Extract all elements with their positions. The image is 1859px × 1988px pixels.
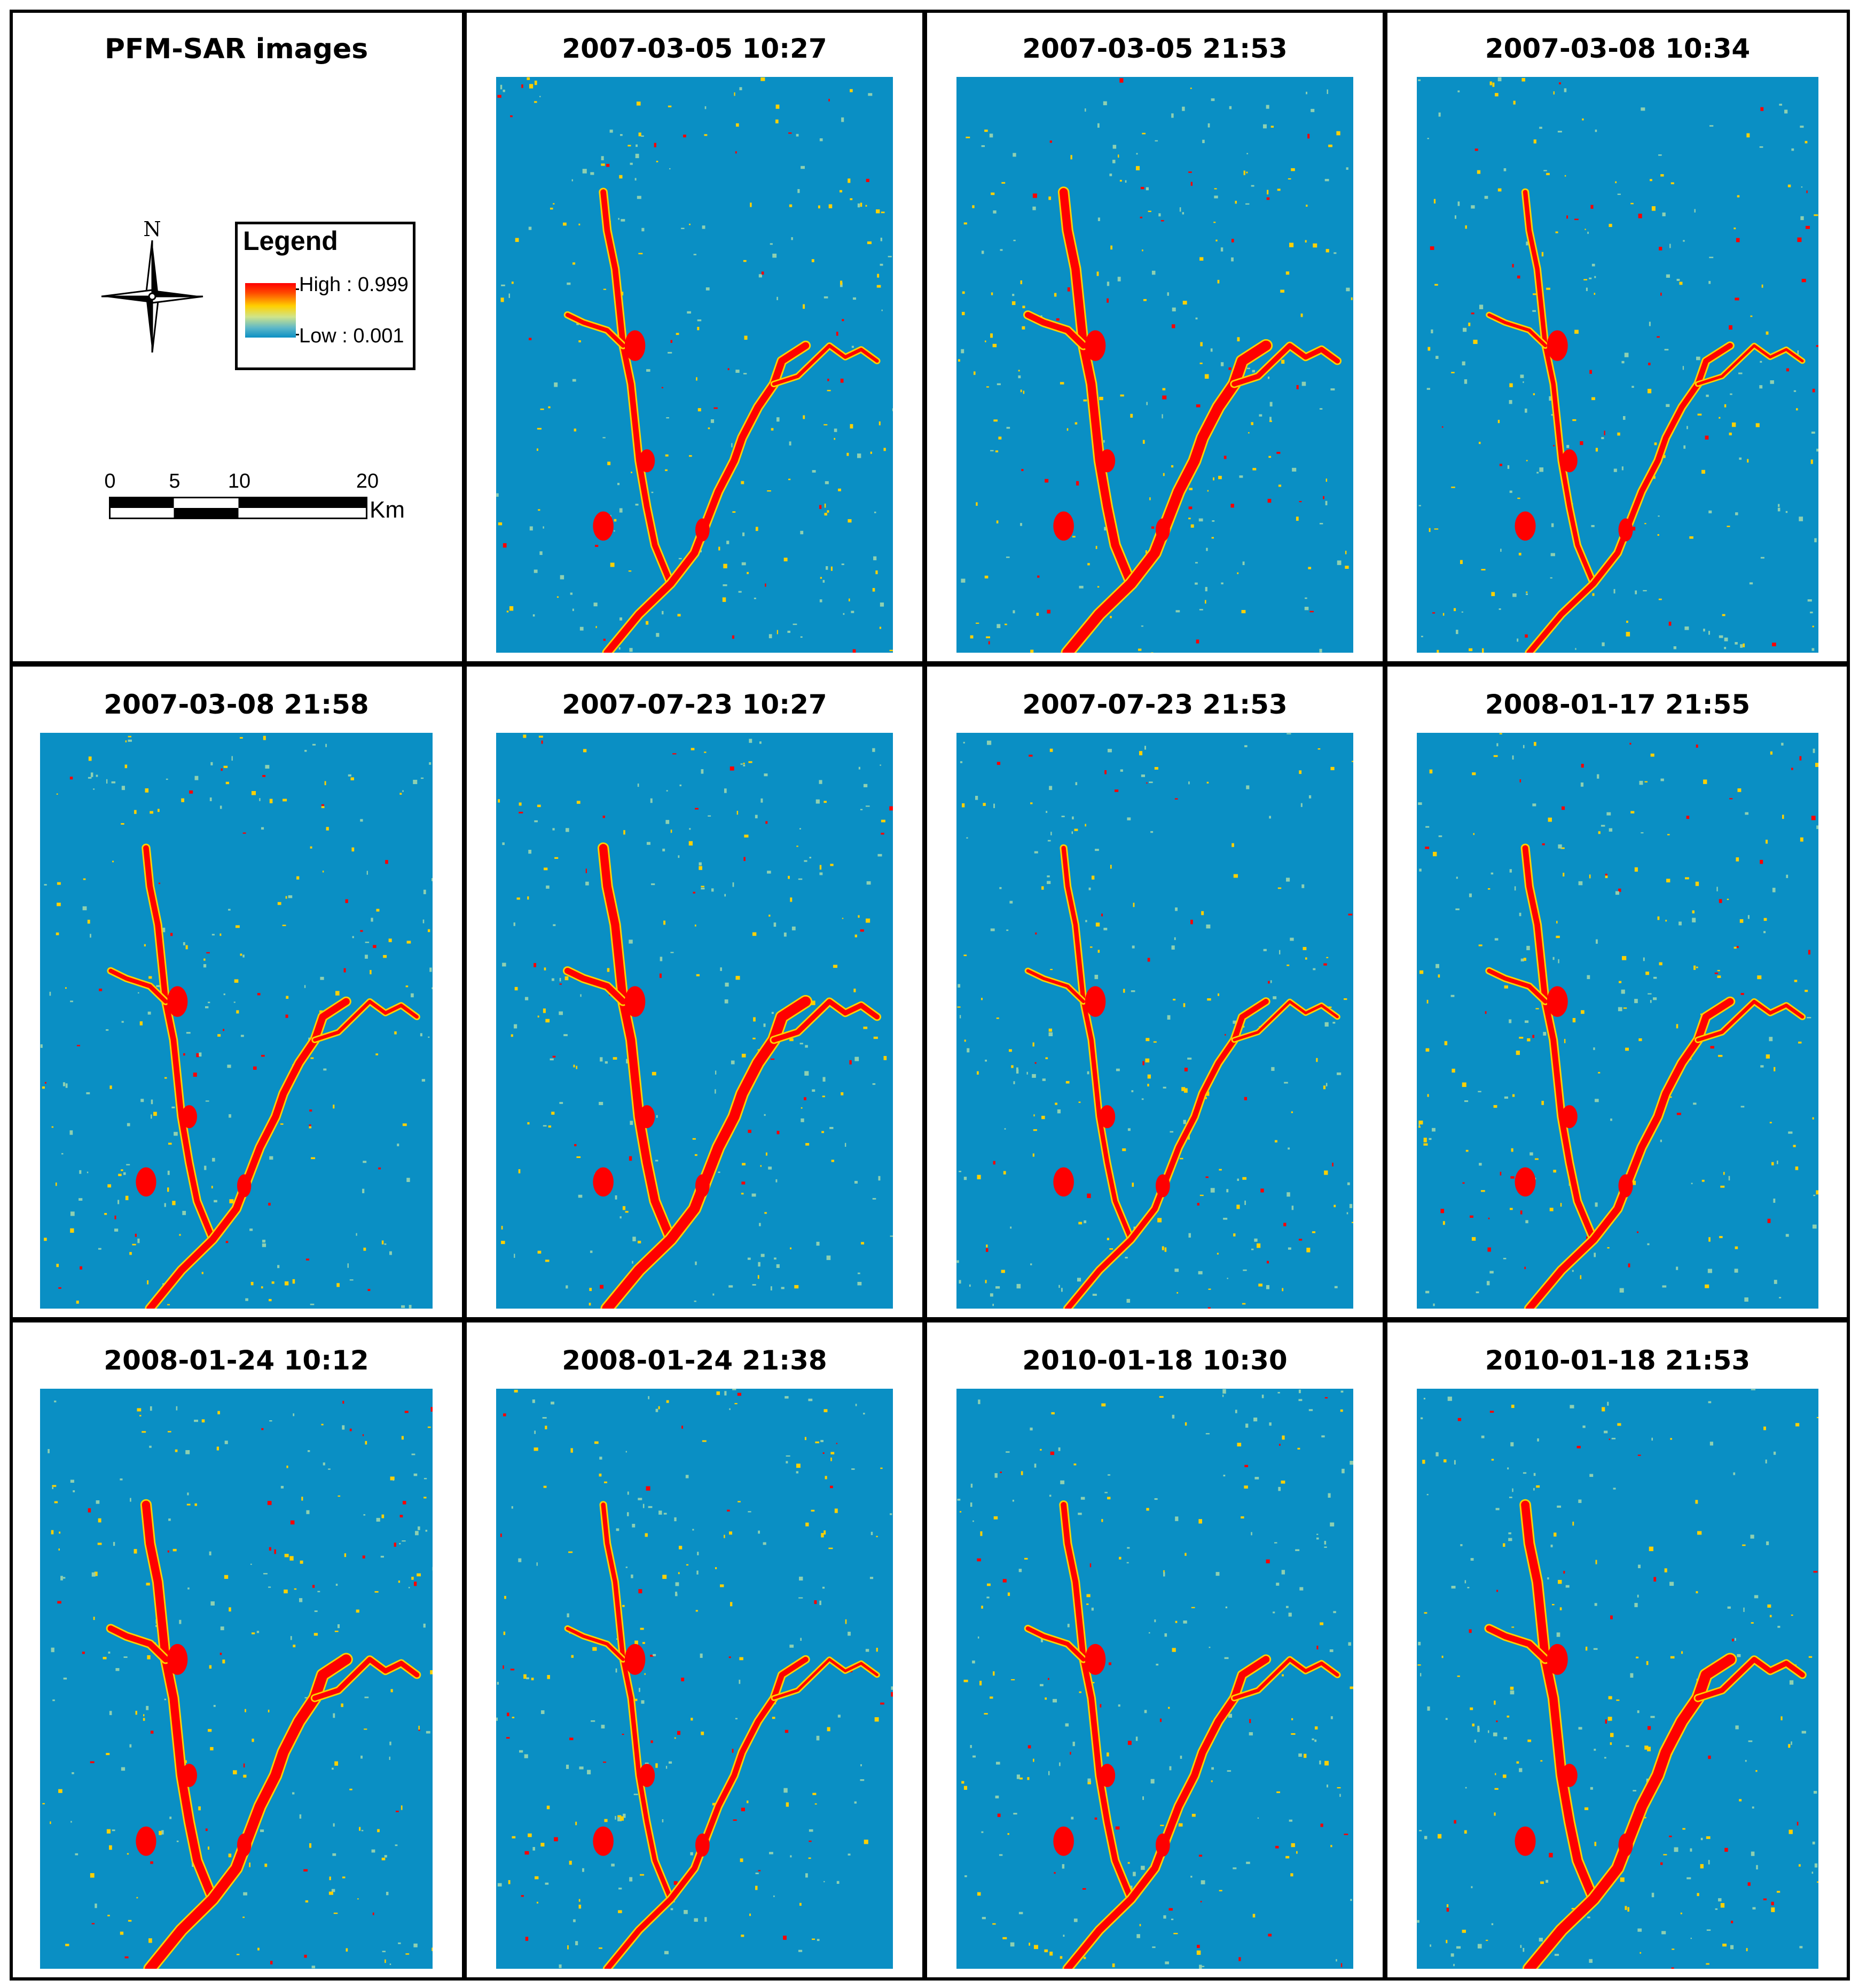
scale-tick-20: 20 (356, 470, 379, 492)
legend-box: Legend High : 0.999 Low : 0.001 (235, 222, 415, 370)
scale-bar-segments (109, 497, 367, 519)
scale-tick-0: 0 (104, 470, 116, 492)
north-label: N (143, 219, 161, 241)
map-panel-title: 2007-03-08 21:58 (104, 689, 369, 720)
map-panel: 2008-01-24 10:12 (11, 1322, 462, 1977)
map-image (956, 77, 1353, 653)
grid-row-divider-1 (10, 661, 1850, 667)
grid-border-bottom (10, 1977, 1850, 1981)
map-image (40, 733, 433, 1309)
legend-panel: PFM-SAR images N Legend High : 0 (11, 11, 462, 662)
legend-tick-low (296, 334, 299, 335)
grid-border-left (10, 10, 13, 1981)
map-image (496, 1389, 893, 1969)
map-panel-title: 2007-03-05 10:27 (562, 33, 827, 64)
map-panel: 2007-03-08 21:58 (11, 667, 462, 1317)
grid-border-top (10, 10, 1850, 13)
grid-col-divider-1 (462, 10, 467, 1981)
map-image (1417, 1389, 1818, 1969)
map-panel: 2007-03-05 21:53 (927, 11, 1383, 661)
north-arrow-icon: N (101, 219, 203, 353)
map-image (1417, 77, 1818, 653)
map-panel-title: 2010-01-18 10:30 (1022, 1345, 1288, 1376)
legend-tick-high (296, 288, 299, 290)
scale-unit: Km (370, 497, 405, 523)
map-panel-title: 2007-07-23 21:53 (1022, 689, 1288, 720)
map-image (496, 77, 893, 653)
map-panel: 2010-01-18 10:30 (927, 1322, 1383, 1977)
grid-col-divider-2 (922, 10, 927, 1981)
scale-tick-5: 5 (169, 470, 181, 492)
map-image (956, 1389, 1353, 1969)
legend-title: Legend (243, 226, 338, 256)
grid-col-divider-3 (1383, 10, 1387, 1981)
map-panel-title: 2007-03-05 21:53 (1022, 33, 1288, 64)
legend-color-ramp (245, 283, 296, 338)
map-image (496, 733, 893, 1309)
map-panel-title: 2010-01-18 21:53 (1485, 1345, 1751, 1376)
map-panel-title: 2008-01-24 21:38 (562, 1345, 827, 1376)
scale-bar: 0 5 10 20 Km (104, 470, 405, 534)
map-panel-title: 2008-01-17 21:55 (1485, 689, 1751, 720)
map-panel: 2007-07-23 21:53 (927, 667, 1383, 1317)
map-panel-title: 2008-01-24 10:12 (104, 1345, 369, 1376)
map-panel: 2010-01-18 21:53 (1387, 1322, 1848, 1977)
map-panel: 2008-01-17 21:55 (1387, 667, 1848, 1317)
map-image (956, 733, 1353, 1309)
map-panel: 2007-07-23 10:27 (467, 667, 922, 1317)
legend-low-label: Low : 0.001 (299, 325, 404, 347)
scale-tick-10: 10 (228, 470, 251, 492)
figure-title: PFM-SAR images (104, 33, 368, 65)
grid-border-right (1847, 10, 1850, 1981)
legend-high-label: High : 0.999 (299, 273, 409, 296)
map-panel: 2007-03-08 10:34 (1387, 11, 1848, 661)
map-image (40, 1389, 433, 1969)
grid-row-divider-2 (10, 1317, 1850, 1322)
map-panel-title: 2007-03-08 10:34 (1485, 33, 1751, 64)
map-panel: 2007-03-05 10:27 (467, 11, 922, 661)
map-panel-title: 2007-07-23 10:27 (562, 689, 827, 720)
map-panel: 2008-01-24 21:38 (467, 1322, 922, 1977)
map-image (1417, 733, 1818, 1309)
